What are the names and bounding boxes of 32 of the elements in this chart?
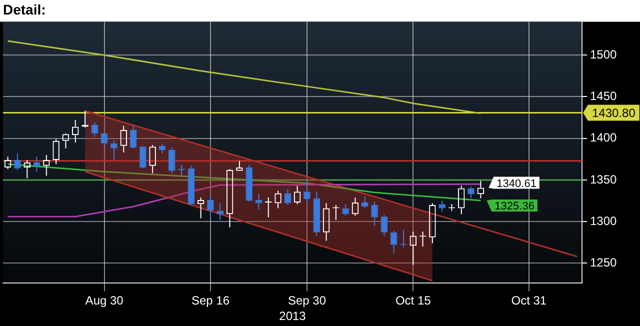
x-tick-label: Oct 15 [395,294,432,308]
candlestick [313,191,320,236]
x-axis-title: 2013 [279,309,306,324]
candlestick [130,124,137,149]
x-tick-label: Sep 16 [191,294,230,308]
candlestick [255,194,262,210]
candlestick [371,201,378,226]
candlestick [390,230,398,254]
y-tick-label: 1450 [590,89,618,104]
candlestick [188,165,195,206]
chart-title: Detail: [3,1,46,18]
data-label: 1325.36 [494,200,534,213]
candlestick [168,147,176,174]
candlestick [468,186,474,199]
candlestick [110,140,118,160]
candlestick [380,214,388,236]
ref-line-label: 1430.80 [592,106,636,120]
y-tick-label: 1350 [590,172,618,186]
y-tick-label: 1400 [590,130,618,145]
candlestick [304,178,310,202]
candlestick [362,196,368,209]
x-tick-label: Sep 30 [288,294,326,308]
x-tick-label: Oct 31 [511,294,547,308]
candlestick [342,204,349,216]
candlestick [246,164,252,202]
text: 1340.61 [496,178,536,190]
y-tick-label: 1250 [590,256,618,270]
y-tick-label: 1500 [590,47,618,62]
y-tick-label: 1300 [590,214,618,228]
candlestick [33,156,40,172]
x-tick-label: Aug 30 [85,294,124,308]
candlestick [265,196,272,218]
